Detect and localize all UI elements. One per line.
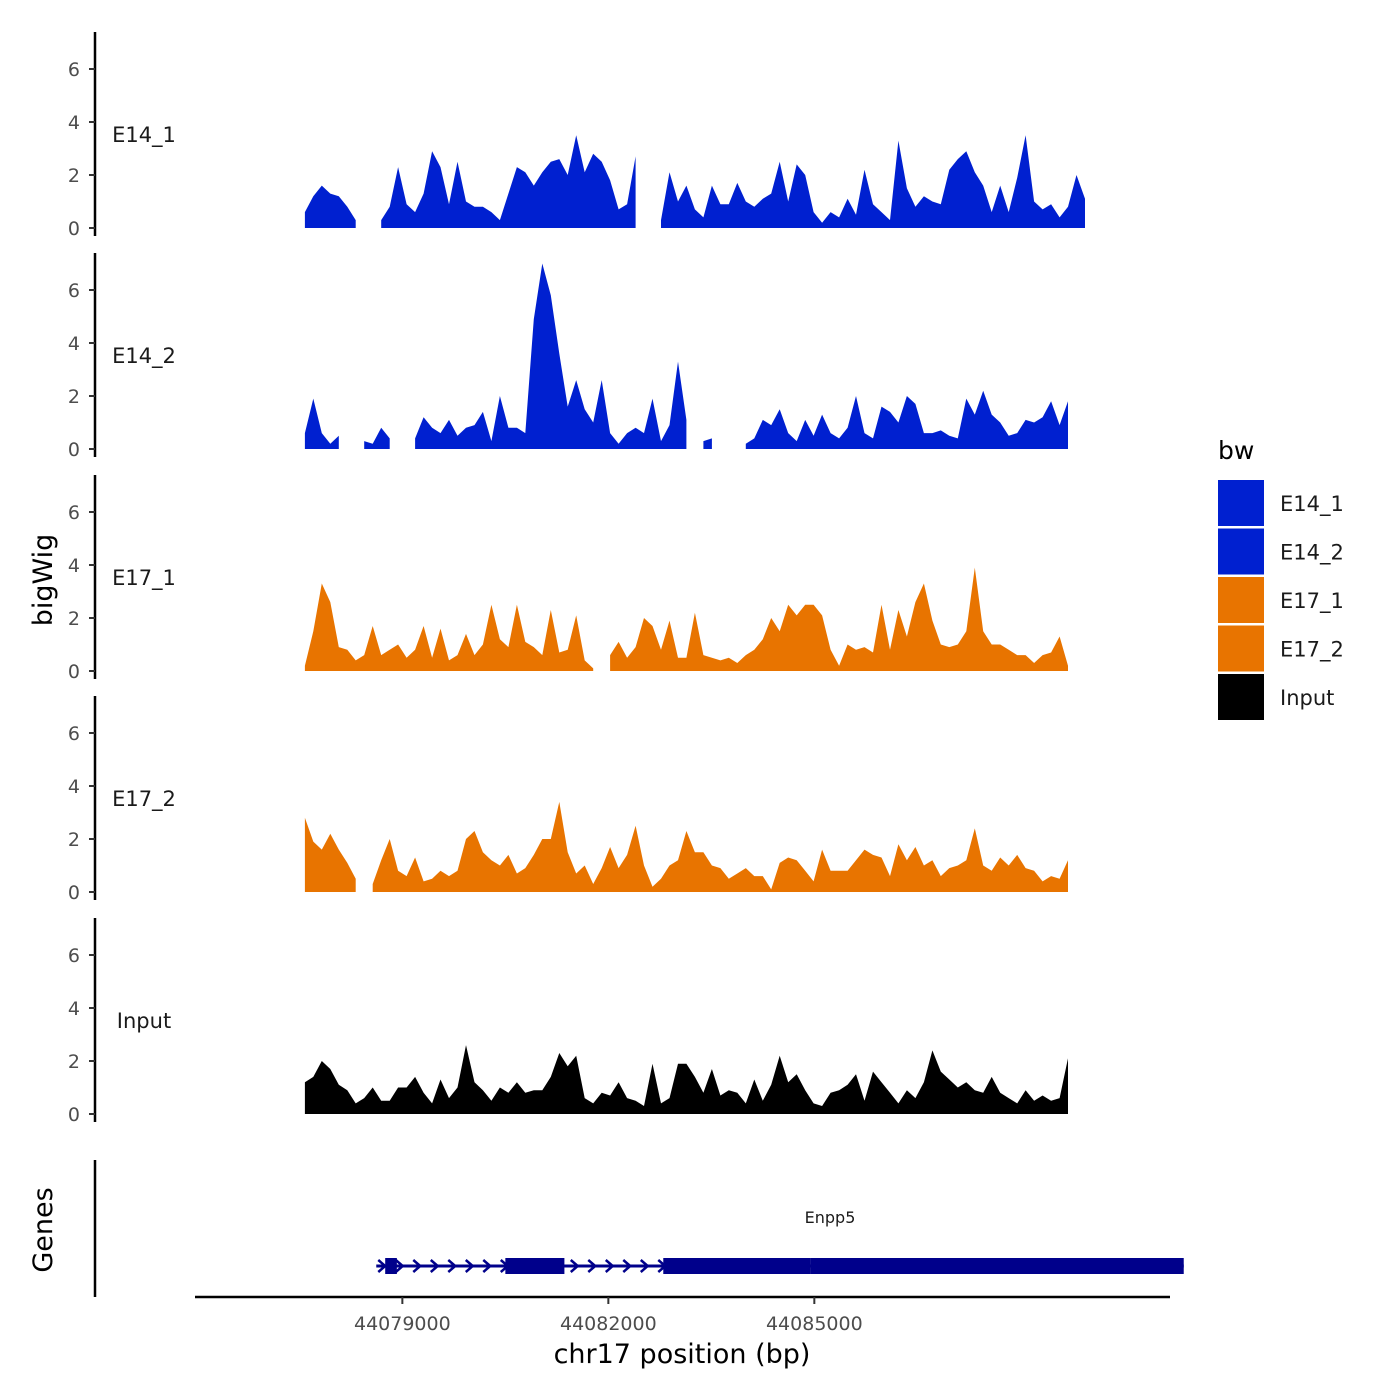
x-axis: 44079000 44082000 44085000: [195, 1295, 1170, 1335]
y-tick-label: 2: [68, 1051, 80, 1073]
strand-arrow-icon: [412, 1259, 423, 1273]
strand-arrow-icon: [464, 1259, 475, 1273]
gene-exon: [385, 1258, 397, 1274]
track-E17_1: 0 2 4 6 E17_1: [68, 475, 1068, 683]
y-tick-label: 6: [68, 59, 80, 81]
track-label-E14_1: E14_1: [112, 123, 176, 148]
tracks-layer: 0 2 4 6 E14_1 0 2 4 6 E14_2 0 2 4 6 E17_1 0 2 4 6 E17_2 0 2 4 6…: [68, 32, 1085, 1126]
y-tick-label: 4: [68, 112, 80, 134]
legend: bw E14_1 E14_2 E17_1 E17_2 Input: [1218, 436, 1344, 720]
signal-area: [304, 398, 339, 449]
track-label-E17_2: E17_2: [112, 787, 176, 812]
x-tick-label: 44085000: [766, 1313, 863, 1335]
strand-arrow-icon: [394, 1259, 405, 1273]
strand-arrow-icon: [604, 1259, 615, 1273]
legend-swatch-E17_1: [1218, 577, 1264, 623]
legend-swatch-Input: [1218, 674, 1264, 720]
y-tick-label: 2: [68, 386, 80, 408]
x-axis-title: chr17 position (bp): [554, 1339, 811, 1370]
y-tick-label: 0: [68, 218, 80, 240]
legend-label-E17_2: E17_2: [1280, 638, 1344, 663]
gene-exon: [810, 1258, 1184, 1274]
signal-area: [703, 438, 712, 449]
legend-label-E14_2: E14_2: [1280, 541, 1344, 566]
y-tick-label: 6: [68, 723, 80, 745]
strand-arrow-icon: [447, 1259, 458, 1273]
signal-area: [372, 801, 1068, 892]
y-tick-label: 0: [68, 1104, 80, 1126]
x-tick-label: 44079000: [354, 1313, 451, 1335]
y-tick-label: 2: [68, 165, 80, 187]
gene-exon: [663, 1258, 811, 1274]
genes-axis-title: Genes: [28, 1187, 59, 1272]
y-tick-label: 2: [68, 829, 80, 851]
x-tick-label: 44082000: [560, 1313, 657, 1335]
legend-title: bw: [1218, 436, 1254, 465]
strand-arrow-icon: [622, 1259, 633, 1273]
strand-arrow-icon: [429, 1259, 440, 1273]
legend-label-E14_1: E14_1: [1280, 492, 1344, 517]
track-E17_2: 0 2 4 6 E17_2: [68, 696, 1068, 904]
signal-area: [661, 135, 1085, 228]
signal-area: [745, 390, 1068, 449]
signal-area: [304, 817, 356, 892]
strand-arrow-icon: [482, 1259, 493, 1273]
y-tick-label: 4: [68, 998, 80, 1020]
y-tick-label: 6: [68, 280, 80, 302]
signal-area: [610, 567, 1068, 671]
gene-track: Enpp5: [93, 1160, 1184, 1297]
gene-exon: [505, 1258, 565, 1274]
track-label-E17_1: E17_1: [112, 566, 176, 591]
track-Input: 0 2 4 6 Input: [68, 918, 1068, 1126]
signal-area: [415, 263, 687, 449]
signal-area: [304, 583, 594, 671]
legend-swatch-E17_2: [1218, 625, 1264, 672]
y-tick-label: 4: [68, 333, 80, 355]
signal-area: [304, 1045, 1068, 1114]
track-E14_2: 0 2 4 6 E14_2: [68, 253, 1068, 461]
y-tick-label: 0: [68, 882, 80, 904]
legend-swatch-E14_2: [1218, 528, 1264, 575]
y-tick-label: 6: [68, 502, 80, 524]
y-tick-label: 4: [68, 555, 80, 577]
y-tick-label: 6: [68, 945, 80, 967]
strand-arrow-icon: [639, 1259, 650, 1273]
y-tick-label: 2: [68, 608, 80, 630]
y-tick-label: 4: [68, 776, 80, 798]
y-axis-title: bigWig: [28, 534, 59, 627]
y-tick-label: 0: [68, 439, 80, 461]
legend-label-Input: Input: [1280, 686, 1334, 710]
signal-area: [304, 185, 356, 228]
gene-name-label: Enpp5: [805, 1208, 856, 1227]
signal-area: [381, 135, 636, 228]
signal-area: [364, 427, 390, 449]
strand-arrow-icon: [587, 1259, 598, 1273]
strand-arrow-icon: [569, 1259, 580, 1273]
legend-swatch-E14_1: [1218, 480, 1264, 526]
track-label-Input: Input: [117, 1009, 171, 1033]
track-label-E14_2: E14_2: [112, 344, 176, 369]
y-tick-label: 0: [68, 661, 80, 683]
track-E14_1: 0 2 4 6 E14_1: [68, 32, 1085, 240]
legend-label-E17_1: E17_1: [1280, 589, 1344, 614]
